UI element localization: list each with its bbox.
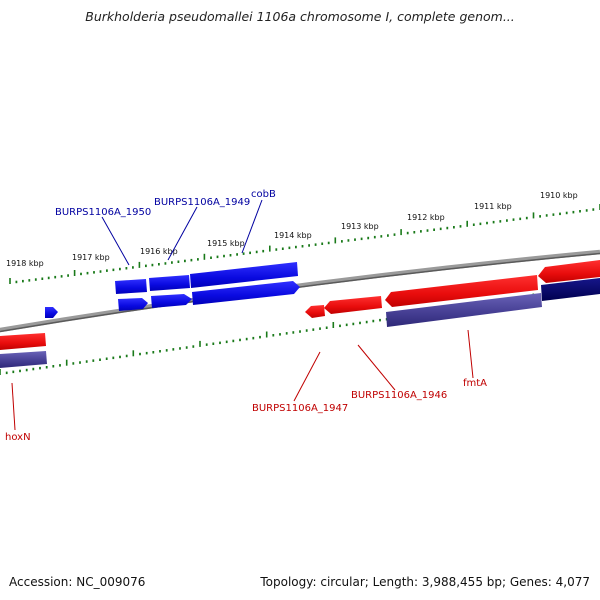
leader-line bbox=[357, 344, 396, 391]
gene-arrow-icon[interactable] bbox=[324, 296, 382, 314]
leader-line bbox=[101, 216, 130, 266]
gene-arrow-icon[interactable] bbox=[0, 351, 47, 368]
topology-text: Topology: circular; Length: 3,988,455 bp… bbox=[260, 575, 590, 589]
accession-text: Accession: NC_009076 bbox=[9, 575, 146, 589]
gene-arrow-icon[interactable] bbox=[118, 298, 148, 311]
gene-arrow-icon[interactable] bbox=[386, 293, 542, 327]
gene-arrow-icon[interactable] bbox=[192, 281, 300, 305]
gene-arrow-icon[interactable] bbox=[538, 260, 600, 283]
leader-line bbox=[293, 351, 321, 402]
forward-track bbox=[45, 262, 300, 318]
scale-label-1916: 1916 kbp bbox=[140, 247, 178, 256]
gene-arrow-icon[interactable] bbox=[151, 294, 192, 308]
scale-label-1917: 1917 kbp bbox=[72, 253, 110, 262]
gene-arrow-icon[interactable] bbox=[149, 275, 190, 291]
chromosome-backbone bbox=[0, 249, 600, 333]
gene-label-burps1106a-1947[interactable]: BURPS1106A_1947 bbox=[252, 403, 348, 414]
gene-arrow-icon[interactable] bbox=[190, 262, 298, 288]
gene-arrow-icon[interactable] bbox=[305, 305, 325, 318]
scale-label-1918: 1918 kbp bbox=[6, 259, 44, 268]
gene-arrow-icon[interactable] bbox=[115, 279, 147, 294]
upper-scale bbox=[9, 204, 600, 284]
upper-scale-labels: 1918 kbp 1917 kbp 1916 kbp 1915 kbp 1914… bbox=[6, 191, 578, 268]
gene-label-fmta[interactable]: fmtA bbox=[463, 378, 487, 389]
leader-line bbox=[11, 382, 16, 431]
scale-label-1914: 1914 kbp bbox=[274, 231, 312, 240]
scale-label-1912: 1912 kbp bbox=[407, 213, 445, 222]
gene-label-cobb[interactable]: cobB bbox=[251, 189, 276, 200]
scale-label-1911: 1911 kbp bbox=[474, 202, 512, 211]
chromosome-backbone-shade bbox=[0, 252, 600, 333]
leader-line bbox=[467, 329, 474, 379]
gene-label-burps1106a-1949[interactable]: BURPS1106A_1949 bbox=[154, 197, 250, 208]
gene-label-hoxn[interactable]: hoxN bbox=[5, 432, 31, 443]
gene-arrow-icon[interactable] bbox=[385, 275, 538, 307]
gene-label-burps1106a-1946[interactable]: BURPS1106A_1946 bbox=[351, 390, 447, 401]
map-title: Burkholderia pseudomallei 1106a chromoso… bbox=[85, 9, 515, 24]
gene-labels: BURPS1106A_1950 BURPS1106A_1949 cobB hox… bbox=[5, 189, 487, 443]
reverse-track bbox=[0, 260, 600, 368]
leader-line bbox=[241, 199, 263, 254]
leader-line bbox=[167, 206, 198, 261]
label-leaders bbox=[11, 199, 474, 431]
scale-label-1910: 1910 kbp bbox=[540, 191, 578, 200]
gene-arrow-icon[interactable] bbox=[45, 307, 58, 318]
gene-arrow-icon[interactable] bbox=[0, 333, 46, 350]
gene-arrow-icon[interactable] bbox=[541, 278, 600, 301]
scale-label-1913: 1913 kbp bbox=[341, 222, 379, 231]
gene-label-burps1106a-1950[interactable]: BURPS1106A_1950 bbox=[55, 207, 151, 218]
scale-label-1915: 1915 kbp bbox=[207, 239, 245, 248]
